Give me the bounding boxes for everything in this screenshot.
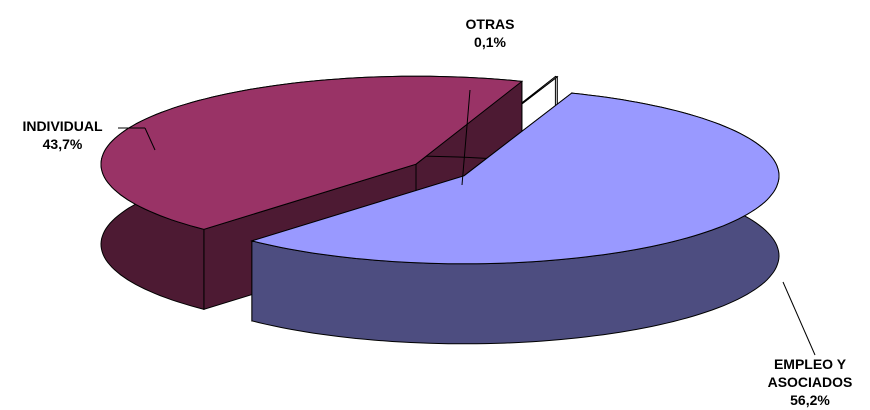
slice-label: OTRAS 0,1% — [440, 15, 540, 51]
leader-line — [782, 281, 816, 356]
value-label: 56,2% — [790, 392, 830, 408]
slice — [100, 75, 524, 230]
category-label: INDIVIDUAL — [22, 118, 103, 134]
value-label: 0,1% — [474, 34, 506, 50]
slices — [100, 75, 780, 345]
value-label: 43,7% — [42, 136, 83, 152]
slice-label: EMPLEO Y ASOCIADOS 56,2% — [750, 355, 870, 409]
slice-label: INDIVIDUAL 43,7% — [0, 117, 125, 153]
category-label: OTRAS — [465, 16, 515, 32]
category-label: EMPLEO Y ASOCIADOS — [767, 356, 853, 390]
leader-line — [144, 127, 156, 151]
slice — [250, 92, 780, 265]
leader-line — [461, 89, 471, 186]
